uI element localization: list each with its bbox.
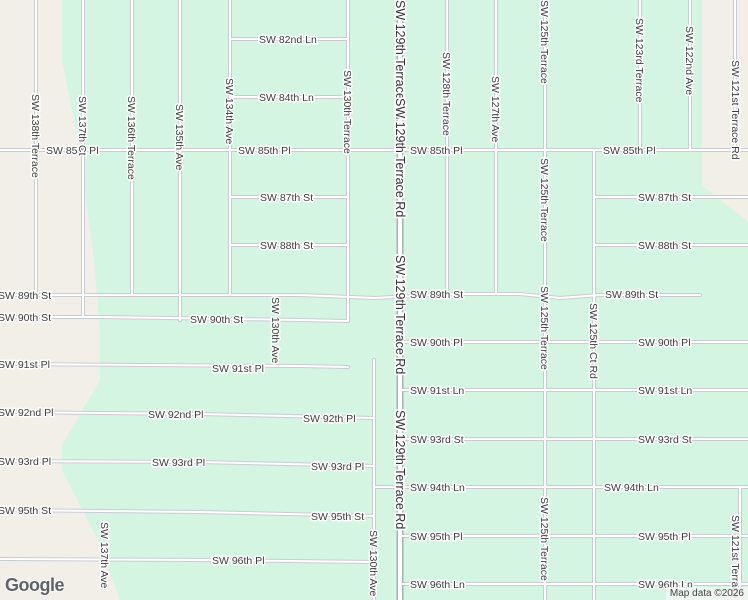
label-sw-89th-st-center: SW 89th St [410, 289, 463, 301]
label-sw-89th-st-east: SW 89th St [605, 289, 658, 301]
label-sw-91st-pl-west: SW 91st Pl [0, 359, 50, 371]
label-sw-82nd-ln: SW 82nd Ln [259, 34, 317, 46]
label-sw-91st-ln-west: SW 91st Ln [410, 385, 464, 397]
label-sw-93rd-st-east: SW 93rd St [638, 434, 692, 446]
label-sw-130th-terrace: SW 130th Terrace [341, 70, 353, 154]
label-sw-85th-pl-west: SW 85th Pl [46, 145, 99, 157]
label-sw-125th-terrace-2: SW 125th Terrace [538, 158, 550, 242]
label-sw-96th-ln-west: SW 96th Ln [410, 579, 465, 591]
label-sw-95th-pl-east: SW 95th Pl [638, 531, 691, 543]
label-sw-92nd-pl-center: SW 92nd Pl [148, 409, 203, 421]
label-sw-93rd-pl-center: SW 93rd Pl [152, 457, 205, 469]
label-sw-91st-pl-center: SW 91st Pl [212, 363, 264, 375]
label-sw-95th-st-center: SW 95th St [311, 511, 364, 523]
label-sw-129th-terrace-rd-upper: SW 129th Terrace Rd [393, 98, 407, 217]
label-sw-127th-ave: SW 127th Ave [489, 76, 501, 143]
label-sw-90th-pl-east: SW 90th Pl [638, 337, 691, 349]
label-sw-92th-pl: SW 92th Pl [303, 413, 356, 425]
label-sw-129th-terrace-rd-lower: SW 129th Terrace Rd [393, 410, 407, 529]
label-sw-85th-pl-center: SW 85th Pl [238, 145, 291, 157]
label-sw-122nd-ave: SW 122nd Ave [683, 26, 695, 95]
label-sw-125th-terrace-4: SW 125th Terrace [538, 497, 550, 581]
label-sw-91st-ln-east: SW 91st Ln [638, 385, 692, 397]
label-sw-125th-terrace-1: SW 125th Terrace [538, 0, 550, 84]
label-sw-135th-ave: SW 135th Ave [173, 104, 185, 171]
label-sw-85th-pl-east2: SW 85th Pl [603, 145, 656, 157]
label-sw-121st-terrace: SW 121st Terrace [729, 515, 741, 598]
label-sw-129th-terrace-rd-middle: SW 129th Terrace Rd [393, 255, 407, 374]
label-sw-84th-ln: SW 84th Ln [259, 92, 314, 104]
label-sw-137th-ave: SW 137th Ave [98, 522, 110, 589]
label-sw-121st-terrace-rd: SW 121st Terrace Rd [729, 60, 741, 160]
google-logo[interactable]: Google [5, 575, 65, 595]
label-sw-130th-ave-south: SW 130th Ave [367, 530, 379, 597]
label-sw-94th-ln-east: SW 94th Ln [604, 482, 659, 494]
label-sw-89th-st-west: SW 89th St [0, 290, 51, 302]
label-sw-87th-st-east: SW 87th St [638, 192, 691, 204]
label-sw-93rd-pl-west: SW 93rd Pl [0, 456, 51, 468]
label-sw-138th-terrace: SW 138th Terrace [29, 94, 41, 178]
label-sw-123rd-terrace: SW 123rd Terrace [633, 18, 645, 103]
label-sw-125th-terrace-3: SW 125th Terrace [538, 286, 550, 370]
label-sw-87th-st-west: SW 87th St [260, 192, 313, 204]
label-sw-90th-st-west: SW 90th St [0, 312, 51, 324]
label-sw-128th-terrace: SW 128th Terrace [440, 52, 452, 136]
label-sw-85th-pl-east1: SW 85th Pl [410, 145, 463, 157]
label-sw-95th-st-west: SW 95th St [0, 505, 51, 517]
label-sw-95th-pl-west: SW 95th Pl [410, 531, 463, 543]
label-sw-125th-ct-rd: SW 125th Ct Rd [587, 303, 599, 379]
label-sw-130th-ave-north: SW 130th Ave [269, 297, 281, 364]
label-sw-129th-terrace-rd-top: SW 129th Terrace Rd [393, 0, 407, 119]
label-sw-94th-ln-west: SW 94th Ln [410, 482, 465, 494]
label-sw-88th-st-west: SW 88th St [260, 240, 313, 252]
label-sw-93rd-pl-east: SW 93rd Pl [311, 461, 364, 473]
label-sw-92nd-pl: SW 92nd Pl [0, 407, 53, 419]
label-sw-136th-terrace: SW 136th Terrace [125, 96, 137, 180]
label-sw-134th-ave: SW 134th Ave [223, 78, 235, 145]
label-sw-88th-st-east: SW 88th St [638, 240, 691, 252]
label-sw-93rd-st-west: SW 93rd St [410, 434, 464, 446]
label-sw-96th-pl: SW 96th Pl [212, 555, 265, 567]
map-attribution[interactable]: Map data ©2026 [665, 587, 748, 600]
label-sw-90th-st-center: SW 90th St [190, 314, 243, 326]
label-sw-90th-pl-west: SW 90th Pl [410, 337, 463, 349]
label-sw-137th-ct: SW 137th Ct [76, 96, 88, 156]
